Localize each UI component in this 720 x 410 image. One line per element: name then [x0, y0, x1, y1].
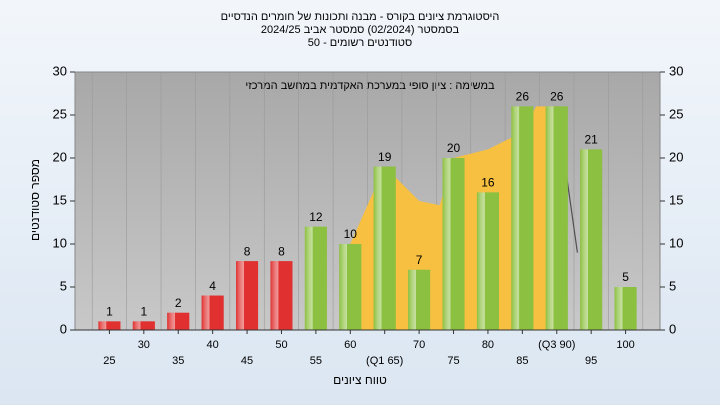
value-label: 19 — [378, 150, 392, 164]
bar — [167, 312, 190, 330]
value-label: 4 — [209, 279, 216, 293]
x-tick-label: 80 — [482, 339, 494, 351]
value-label: 8 — [244, 244, 251, 258]
x-tick-label: 95 — [585, 355, 597, 367]
y-tick-label: 25 — [53, 106, 67, 121]
bar — [614, 287, 637, 330]
y2-tick-label: 20 — [669, 149, 683, 164]
bar — [98, 321, 121, 330]
x-tick-label: 50 — [275, 339, 287, 351]
title-line: סטודנטים רשומים - 50 — [308, 37, 412, 49]
y2-tick-label: 5 — [669, 278, 676, 293]
x-tick-label: 25 — [103, 355, 115, 367]
value-label: 20 — [447, 141, 461, 155]
value-label: 26 — [516, 90, 530, 104]
value-label: 1 — [140, 305, 147, 319]
value-label: 21 — [584, 133, 598, 147]
value-label: 1 — [106, 305, 113, 319]
bar — [270, 261, 293, 330]
y-tick-label: 5 — [60, 278, 67, 293]
x-tick-label: 60 — [344, 339, 356, 351]
y2-tick-label: 30 — [669, 63, 683, 78]
x-tick-label: 35 — [172, 355, 184, 367]
y2-tick-label: 15 — [669, 192, 683, 207]
value-label: 5 — [622, 270, 629, 284]
bar — [545, 106, 568, 331]
y-axis-label: מספר סטודנטים — [28, 159, 42, 241]
bar — [476, 192, 499, 330]
value-label: 8 — [278, 244, 285, 258]
x-tick-label: 55 — [310, 355, 322, 367]
y-tick-label: 30 — [53, 63, 67, 78]
y-tick-label: 20 — [53, 149, 67, 164]
bar — [511, 106, 534, 331]
x-tick-label: 85 — [516, 355, 528, 367]
bar — [339, 244, 362, 330]
value-label: 10 — [344, 227, 358, 241]
y2-tick-label: 25 — [669, 106, 683, 121]
y2-tick-label: 0 — [669, 321, 676, 336]
bar — [304, 226, 327, 330]
x-tick-label: 30 — [138, 339, 150, 351]
bar — [132, 321, 155, 330]
bar — [580, 149, 603, 330]
x-tick-label: 70 — [413, 339, 425, 351]
value-label: 7 — [416, 253, 423, 267]
bar — [201, 295, 224, 330]
value-label: 12 — [309, 210, 323, 224]
x-tick-label: (Q3 90) — [538, 339, 575, 351]
x-tick-label: 45 — [241, 355, 253, 367]
bar — [408, 269, 431, 330]
title-line: בסמסטר (02/2024) סמסטר אביב 2024/25 — [261, 24, 460, 36]
annotation: במשימה : ציון סופי במערכת האקדמית במחשב … — [245, 80, 495, 92]
y2-tick-label: 10 — [669, 235, 683, 250]
value-label: 2 — [175, 296, 182, 310]
x-axis-label: טווח ציונים — [333, 373, 387, 387]
y-tick-label: 10 — [53, 235, 67, 250]
x-tick-label: 75 — [447, 355, 459, 367]
bar — [236, 261, 259, 330]
x-tick-label: 40 — [207, 339, 219, 351]
value-label: 16 — [481, 176, 495, 190]
y-tick-label: 15 — [53, 192, 67, 207]
y-tick-label: 0 — [60, 321, 67, 336]
x-tick-label: (Q1 65) — [366, 355, 403, 367]
value-label: 26 — [550, 90, 564, 104]
bar — [373, 166, 396, 330]
title-line: היסטוגרמת ציונים בקורס - מבנה ותכונות של… — [221, 10, 500, 23]
x-tick-label: 100 — [616, 339, 634, 351]
bar — [442, 158, 465, 330]
